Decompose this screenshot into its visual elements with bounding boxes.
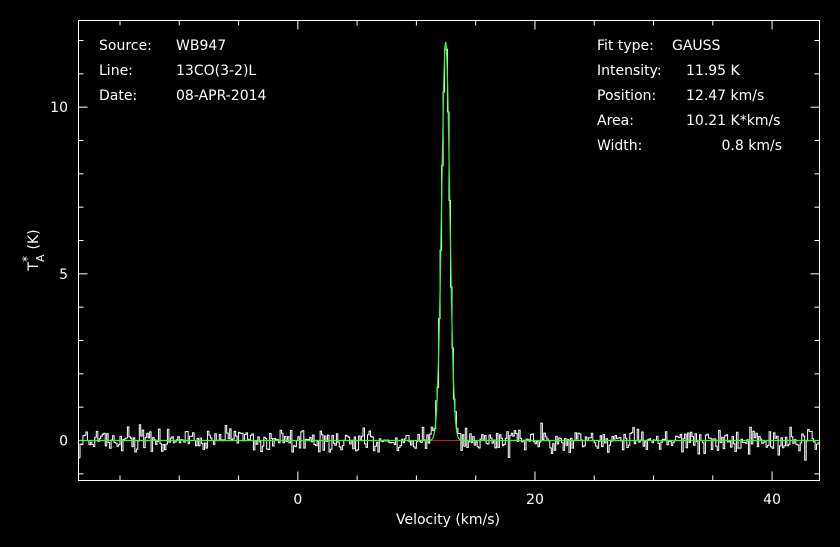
width-value: 0.8 km/s — [722, 138, 782, 154]
x-axis-title: Velocity (km/s) — [396, 512, 500, 528]
area-key: Area: — [597, 113, 634, 129]
fit-layer — [78, 41, 820, 442]
date-key: Date: — [99, 88, 137, 104]
source-key: Source: — [99, 38, 152, 54]
y-axis-title-sub: A — [34, 254, 47, 262]
x-tick-label: 0 — [293, 492, 302, 508]
area-value: 10.21 K*km/s — [686, 113, 780, 129]
y-axis-title-sup: * — [20, 256, 34, 262]
fit-type-key: Fit type: — [597, 38, 654, 54]
x-tick-label: 40 — [763, 492, 781, 508]
position-key: Position: — [597, 88, 656, 104]
y-tick-label: 5 — [59, 267, 68, 283]
y-axis-title-unit: (K) — [26, 229, 42, 249]
line-key: Line: — [99, 63, 133, 79]
y-tick-label: 10 — [50, 100, 68, 116]
y-tick-label: 0 — [59, 434, 68, 450]
gaussian-fit-series — [78, 41, 820, 442]
intensity-value: 11.95 K — [686, 63, 741, 79]
plot-frame — [78, 20, 820, 481]
intensity-key: Intensity: — [597, 63, 662, 79]
x-tick-label: 20 — [526, 492, 544, 508]
y-axis-title: T*A (K) — [20, 229, 47, 271]
svg-text:T*A(K): T*A (K) — [20, 229, 47, 271]
source-value: WB947 — [176, 38, 226, 54]
fit-type-value: GAUSS — [672, 38, 721, 54]
line-value: 13CO(3-2)L — [176, 63, 256, 79]
width-key: Width: — [597, 138, 642, 154]
y-axis-title-main: T — [26, 262, 42, 272]
date-value: 08-APR-2014 — [176, 88, 267, 104]
position-value: 12.47 km/s — [686, 88, 764, 104]
axis-ticks — [78, 20, 820, 481]
